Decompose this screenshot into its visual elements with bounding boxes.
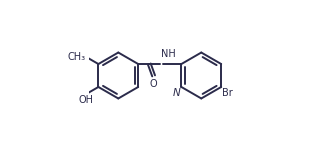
Text: N: N <box>172 88 180 98</box>
Text: NH: NH <box>161 49 176 59</box>
Text: Br: Br <box>222 88 233 98</box>
Text: O: O <box>150 79 157 89</box>
Text: OH: OH <box>78 95 94 105</box>
Text: CH₃: CH₃ <box>68 52 86 62</box>
